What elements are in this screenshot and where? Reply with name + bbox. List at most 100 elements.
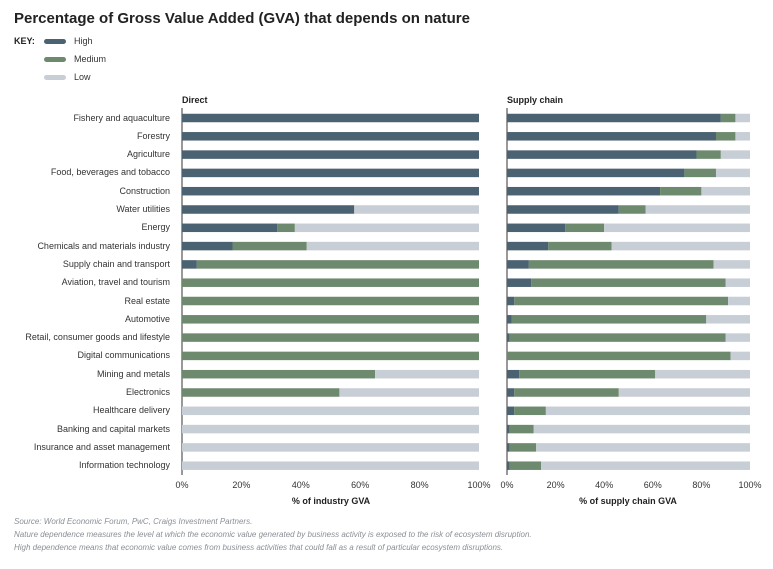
bar-supply-chain-retail-consumer-goods-and-lifestyle-high (507, 333, 510, 342)
bar-direct-information-technology-low (182, 461, 479, 470)
x-tick-supply-chain-5: 100% (738, 480, 762, 490)
key-label: KEY: (14, 36, 35, 46)
bar-direct-electronics-medium (182, 388, 340, 397)
bar-direct-healthcare-delivery-low (182, 406, 479, 416)
legend-item-low: Low (44, 71, 91, 83)
category-label-information-technology: Information technology (78, 460, 170, 471)
bar-supply-chain-fishery-and-aquaculture-medium (720, 113, 736, 123)
category-label-chemicals-and-materials-industry: Chemicals and materials industry (37, 240, 170, 251)
x-tick-direct-5: 100% (467, 480, 491, 490)
category-label-energy: Energy (141, 222, 170, 233)
bar-supply-chain-mining-and-metals-low (655, 369, 750, 379)
bar-supply-chain-retail-consumer-goods-and-lifestyle-medium (509, 333, 726, 342)
bar-supply-chain-mining-and-metals-medium (519, 369, 656, 379)
bar-supply-chain-information-technology-medium (509, 461, 542, 470)
category-label-water-utilities: Water utilities (116, 204, 170, 214)
bar-direct-food-beverages-and-tobacco-high (182, 168, 479, 178)
bar-supply-chain-agriculture-high (507, 150, 697, 159)
category-label-real-estate: Real estate (124, 295, 170, 306)
bar-direct-real-estate-medium (182, 296, 479, 306)
x-tick-direct-2: 40% (291, 480, 310, 490)
bar-supply-chain-healthcare-delivery-low (545, 406, 750, 416)
bar-direct-energy-medium (277, 223, 295, 233)
bar-direct-water-utilities-high (182, 205, 355, 214)
bar-supply-chain-automotive-medium (511, 315, 707, 324)
bar-direct-electronics-low (339, 388, 479, 397)
footnote-source: Source: World Economic Forum, PwC, Craig… (14, 517, 253, 526)
bar-supply-chain-electronics-medium (514, 388, 619, 397)
bar-supply-chain-banking-and-capital-markets-low (533, 424, 750, 434)
bar-supply-chain-digital-communications-medium (507, 351, 731, 361)
bar-direct-banking-and-capital-markets-low (182, 424, 479, 434)
bar-supply-chain-forestry-low (735, 132, 750, 141)
legend-label-low: Low (74, 72, 91, 82)
category-label-healthcare-delivery: Healthcare delivery (92, 405, 170, 416)
bar-direct-supply-chain-and-transport-medium (196, 260, 479, 269)
bar-direct-automotive-medium (182, 315, 479, 324)
category-label-agriculture: Agriculture (126, 149, 170, 160)
legend-swatch-low (44, 74, 66, 80)
bar-direct-energy-high (182, 223, 278, 233)
bar-direct-construction-high (182, 186, 479, 196)
bar-supply-chain-supply-chain-and-transport-low (713, 260, 750, 269)
bar-supply-chain-banking-and-capital-markets-high (507, 424, 510, 434)
bar-direct-supply-chain-and-transport-high (182, 260, 197, 269)
bar-direct-aviation-travel-and-tourism-medium (182, 278, 479, 287)
category-label-fishery-and-aquaculture: Fishery and aquaculture (73, 112, 170, 123)
bar-supply-chain-forestry-medium (715, 132, 736, 141)
bar-supply-chain-energy-medium (565, 223, 605, 233)
bar-supply-chain-electronics-high (507, 388, 515, 397)
bar-supply-chain-construction-high (507, 186, 661, 196)
bar-direct-chemicals-and-materials-industry-high (182, 241, 233, 251)
bar-supply-chain-food-beverages-and-tobacco-high (507, 168, 685, 178)
x-tick-supply-chain-4: 80% (692, 480, 711, 490)
bar-supply-chain-real-estate-high (507, 296, 515, 306)
x-tick-supply-chain-0: 0% (500, 480, 514, 490)
bar-direct-chemicals-and-materials-industry-low (306, 241, 479, 251)
bar-direct-forestry-high (182, 132, 479, 141)
panel-title-direct: Direct (182, 95, 208, 105)
bar-supply-chain-water-utilities-low (645, 205, 750, 214)
category-label-retail-consumer-goods-and-lifestyle: Retail, consumer goods and lifestyle (25, 332, 170, 343)
bar-supply-chain-automotive-high (507, 315, 512, 324)
bar-supply-chain-insurance-and-asset-management-high (507, 443, 510, 452)
bar-supply-chain-forestry-high (507, 132, 716, 141)
category-label-insurance-and-asset-management: Insurance and asset management (33, 441, 170, 452)
legend-label-medium: Medium (74, 54, 107, 64)
legend-label-high: High (74, 36, 93, 46)
category-label-forestry: Forestry (136, 130, 170, 141)
x-tick-supply-chain-1: 20% (546, 480, 565, 490)
category-label-mining-and-metals: Mining and metals (96, 368, 170, 379)
bar-supply-chain-chemicals-and-materials-industry-medium (548, 241, 612, 251)
x-tick-direct-3: 60% (351, 480, 370, 490)
bar-supply-chain-digital-communications-low (730, 351, 750, 361)
bar-supply-chain-construction-low (701, 186, 750, 196)
bar-supply-chain-supply-chain-and-transport-medium (528, 260, 714, 269)
category-label-banking-and-capital-markets: Banking and capital markets (56, 423, 170, 434)
bar-supply-chain-insurance-and-asset-management-low (536, 443, 750, 452)
x-tick-supply-chain-2: 40% (595, 480, 614, 490)
bar-supply-chain-mining-and-metals-high (507, 369, 520, 379)
bar-supply-chain-energy-low (604, 223, 750, 233)
category-label-aviation-travel-and-tourism: Aviation, travel and tourism (61, 277, 170, 288)
bar-supply-chain-real-estate-low (728, 296, 750, 306)
bar-supply-chain-healthcare-delivery-medium (514, 406, 546, 416)
category-label-digital-communications: Digital communications (77, 350, 170, 361)
bar-direct-water-utilities-low (354, 205, 479, 214)
bar-direct-chemicals-and-materials-industry-medium (232, 241, 307, 251)
x-tick-direct-0: 0% (175, 480, 189, 490)
x-axis-title-supply-chain: % of supply chain GVA (579, 496, 677, 506)
bar-supply-chain-fishery-and-aquaculture-high (507, 113, 721, 123)
x-tick-direct-4: 80% (410, 480, 429, 490)
bar-direct-mining-and-metals-low (375, 369, 479, 379)
bar-direct-insurance-and-asset-management-low (182, 443, 479, 452)
bar-supply-chain-fishery-and-aquaculture-low (735, 113, 750, 123)
bar-supply-chain-water-utilities-high (507, 205, 619, 214)
category-label-automotive: Automotive (124, 313, 170, 324)
category-label-electronics: Electronics (125, 387, 170, 397)
chart-title: Percentage of Gross Value Added (GVA) th… (14, 10, 470, 27)
legend-swatch-high (44, 38, 66, 44)
legend-swatch-medium (44, 56, 66, 62)
x-axis-title-direct: % of industry GVA (291, 496, 371, 506)
